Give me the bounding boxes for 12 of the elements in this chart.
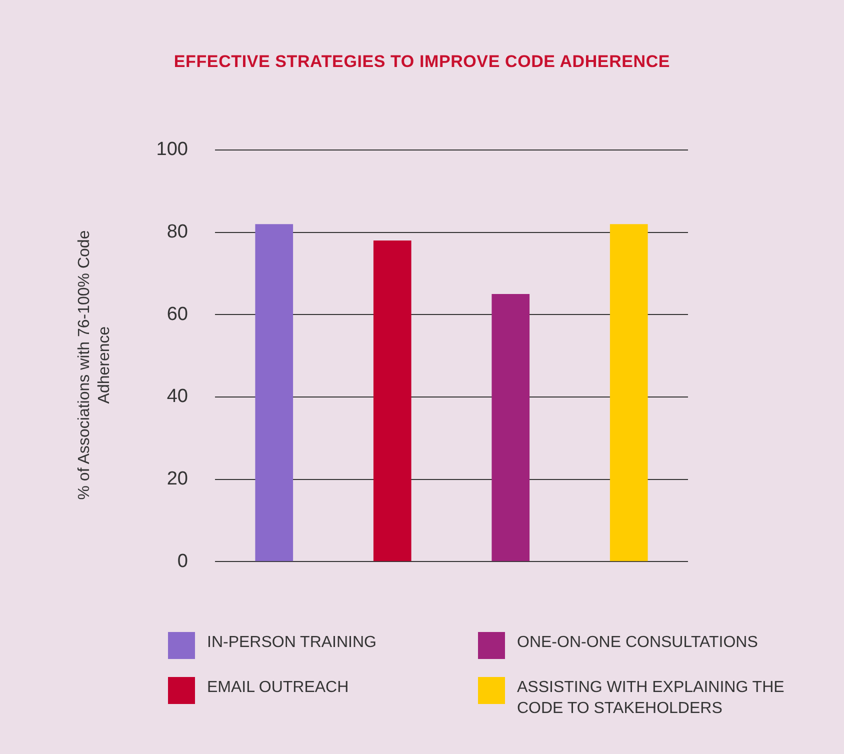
y-tick-label: 20: [166, 468, 188, 490]
y-tick-label: 60: [166, 304, 188, 325]
y-tick-label: 80: [166, 222, 188, 243]
y-tick-label: 100: [156, 139, 188, 160]
legend-label: ONE-ON-ONE CONSULTATIONS: [517, 633, 758, 653]
y-tick-label: 0: [177, 550, 188, 572]
legend-label: IN-PERSON TRAINING: [207, 633, 376, 653]
y-axis-title: % of Associations with 76-100% Code Adherence: [75, 229, 114, 502]
legend-label: ASSISTING WITH EXPLAINING THE CODE TO STAKEHOLDERS: [517, 678, 786, 719]
chart-title: EFFECTIVE STRATEGIES TO IMPROVE CODE ADHERENCE: [172, 52, 672, 72]
y-tick-label: 40: [166, 386, 188, 408]
legend-label: EMAIL OUTREACH: [207, 678, 349, 698]
